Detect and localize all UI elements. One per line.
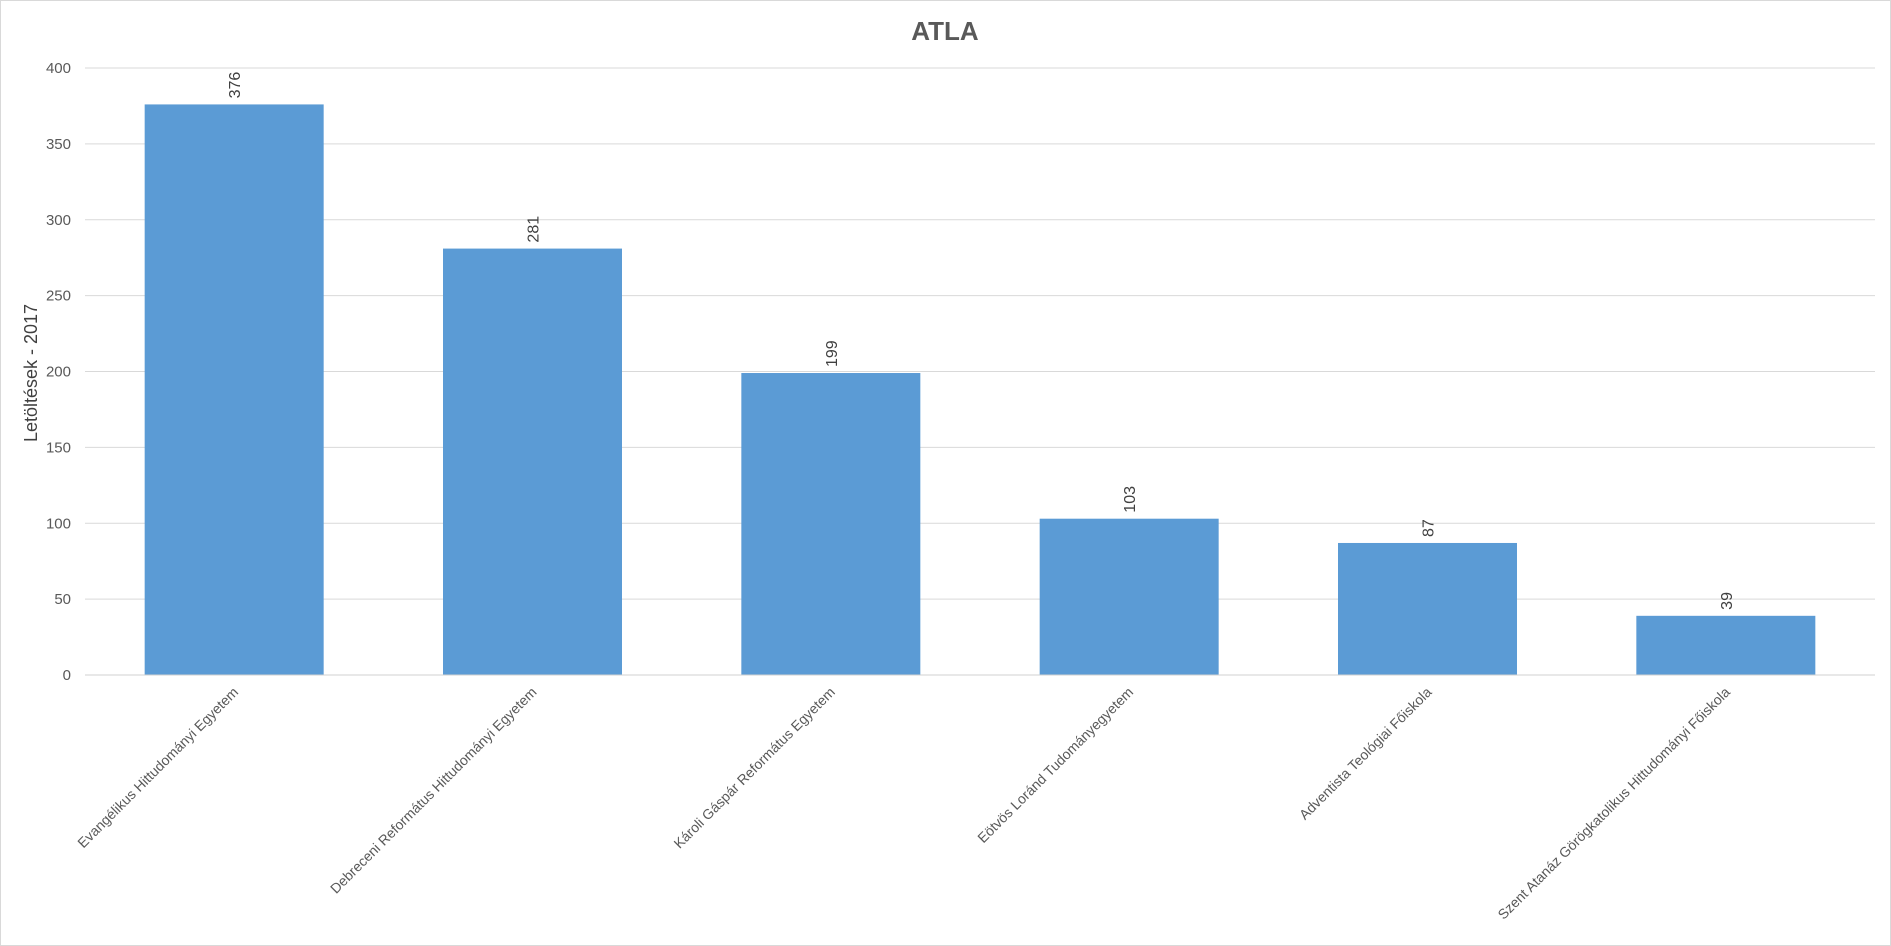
y-tick-label: 300 — [46, 212, 71, 229]
x-axis-ticks: Evangélikus Hittudományi Egyetem Debrecen… — [74, 684, 1733, 923]
bar — [144, 104, 324, 676]
data-label: 281 — [526, 216, 543, 243]
y-tick-label: 400 — [46, 60, 71, 77]
y-tick-label: 150 — [46, 439, 71, 456]
bar — [1636, 615, 1816, 675]
bar — [443, 248, 622, 675]
data-label: 376 — [227, 72, 244, 99]
y-tick-label: 50 — [54, 591, 71, 608]
y-tick-label: 100 — [46, 515, 71, 532]
bar — [741, 373, 921, 675]
bar — [1338, 542, 1517, 675]
data-labels: 376 281 199 103 87 39 — [227, 72, 1736, 610]
data-label: 87 — [1421, 519, 1438, 537]
x-tick-label: Szent Atanáz Görögkatolikus Hittudományi… — [1494, 684, 1733, 923]
bar — [1039, 518, 1219, 675]
y-axis-ticks: 0 50 100 150 200 250 300 350 400 — [46, 60, 71, 684]
y-tick-label: 250 — [46, 288, 71, 305]
gridlines — [85, 67, 1875, 600]
x-tick-label: Evangélikus Hittudományi Egyetem — [74, 684, 241, 851]
bars — [144, 104, 1816, 676]
x-tick-label: Károli Gáspár Református Egyetem — [670, 684, 838, 852]
data-label: 103 — [1122, 486, 1139, 513]
y-tick-label: 200 — [46, 364, 71, 381]
x-tick-label: Eötvös Loránd Tudományegyetem — [974, 684, 1136, 846]
x-tick-label: Debreceni Református Hittudományi Egyete… — [327, 684, 540, 897]
y-tick-label: 350 — [46, 136, 71, 153]
y-tick-label: 0 — [63, 667, 71, 684]
y-axis-label: Letöltések - 2017 — [21, 304, 41, 442]
data-label: 39 — [1719, 592, 1736, 610]
data-label: 199 — [824, 340, 841, 367]
x-tick-label: Adventista Teológiai Főiskola — [1296, 684, 1435, 823]
chart-title: ATLA — [911, 16, 979, 46]
